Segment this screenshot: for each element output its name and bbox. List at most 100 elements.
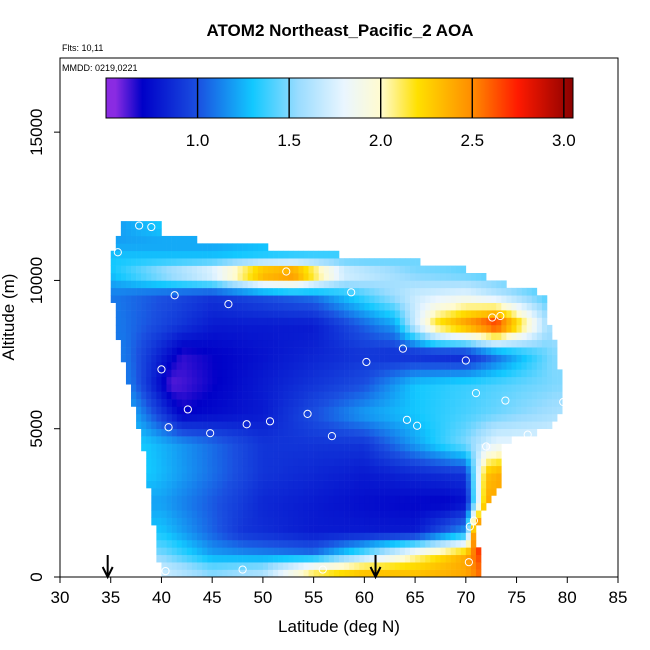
heatmap-cell xyxy=(465,532,472,541)
heatmap-cell xyxy=(450,465,456,474)
heatmap-cell xyxy=(339,361,345,370)
heatmap-cell xyxy=(257,525,264,533)
heatmap-cell xyxy=(171,347,177,355)
heatmap-cell xyxy=(354,324,360,333)
heatmap-cell xyxy=(399,273,406,281)
heatmap-cell xyxy=(344,532,350,541)
heatmap-cell xyxy=(313,399,320,407)
heatmap-cell xyxy=(425,554,431,563)
heatmap-cell xyxy=(455,569,462,578)
heatmap-cell xyxy=(181,235,188,244)
heatmap-cell xyxy=(283,465,289,474)
heatmap-cell xyxy=(166,376,172,385)
heatmap-cell xyxy=(359,488,365,496)
heatmap-cell xyxy=(166,317,172,326)
heatmap-cell xyxy=(212,347,218,355)
heatmap-cell xyxy=(531,376,538,385)
heatmap-cell xyxy=(125,354,132,363)
heatmap-cell xyxy=(430,376,436,385)
heatmap-cell xyxy=(318,347,325,355)
heatmap-cell xyxy=(354,532,360,541)
heatmap-cell xyxy=(369,502,375,511)
heatmap-cell xyxy=(399,465,406,474)
heatmap-cell xyxy=(161,273,167,281)
heatmap-cell xyxy=(181,458,188,467)
heatmap-cell xyxy=(202,369,208,378)
heatmap-cell xyxy=(278,569,284,578)
heatmap-cell xyxy=(516,295,522,303)
heatmap-cell xyxy=(273,525,279,533)
heatmap-cell xyxy=(136,243,142,252)
heatmap-cell xyxy=(374,399,380,407)
heatmap-cell xyxy=(344,421,350,430)
heatmap-cells xyxy=(110,221,563,578)
heatmap-cell xyxy=(288,391,294,400)
heatmap-cell xyxy=(323,354,330,363)
heatmap-cell xyxy=(273,450,279,459)
heatmap-cell xyxy=(207,532,213,541)
heatmap-cell xyxy=(420,369,426,378)
heatmap-cell xyxy=(278,517,284,526)
heatmap-cell xyxy=(131,339,137,348)
heatmap-cell xyxy=(369,458,375,467)
heatmap-cell xyxy=(552,339,558,348)
heatmap-cell xyxy=(369,562,375,570)
heatmap-cell xyxy=(501,376,507,385)
heatmap-cell xyxy=(475,384,482,392)
heatmap-cell xyxy=(526,310,533,318)
heatmap-cell xyxy=(470,295,477,303)
heatmap-cell xyxy=(303,517,309,526)
sample-point xyxy=(398,344,408,353)
heatmap-cell xyxy=(303,488,309,496)
heatmap-cell xyxy=(161,510,167,518)
heatmap-cell xyxy=(191,317,198,326)
heatmap-cell xyxy=(120,317,127,326)
heatmap-cell xyxy=(318,302,325,311)
heatmap-cell xyxy=(460,458,467,467)
heatmap-cell xyxy=(141,295,147,303)
heatmap-cell xyxy=(384,332,391,341)
heatmap-cell xyxy=(227,243,233,252)
heatmap-cell xyxy=(212,243,218,252)
heatmap-cell xyxy=(394,510,401,518)
heatmap-cell xyxy=(161,295,167,303)
heatmap-cell xyxy=(339,324,345,333)
heatmap-cell xyxy=(267,502,274,511)
heatmap-cell xyxy=(227,317,233,326)
heatmap-cell xyxy=(445,324,451,333)
heatmap-cell xyxy=(156,376,162,385)
heatmap-cell xyxy=(181,473,188,481)
heatmap-cell xyxy=(339,428,345,437)
heatmap-cell xyxy=(171,399,177,407)
heatmap-cell xyxy=(171,547,177,556)
heatmap-cell xyxy=(435,480,441,489)
heatmap-cell xyxy=(136,324,142,333)
heatmap-cell xyxy=(364,413,370,422)
heatmap-cell xyxy=(156,317,162,326)
heatmap-cell xyxy=(303,436,309,444)
heatmap-cell xyxy=(166,369,172,378)
heatmap-cell xyxy=(470,517,477,526)
heatmap-cell xyxy=(328,480,335,489)
heatmap-cell xyxy=(293,421,299,430)
heatmap-cell xyxy=(369,361,375,370)
heatmap-cell xyxy=(491,361,497,370)
heatmap-cell xyxy=(115,258,122,266)
heatmap-cell xyxy=(339,369,345,378)
heatmap-cell xyxy=(359,413,365,422)
heatmap-cell xyxy=(151,436,157,444)
heatmap-cell xyxy=(389,265,396,274)
heatmap-cell xyxy=(232,310,238,318)
heatmap-cell xyxy=(318,502,325,511)
heatmap-cell xyxy=(171,317,177,326)
heatmap-cell xyxy=(278,562,284,570)
heatmap-cell xyxy=(278,413,284,422)
heatmap-cell xyxy=(222,510,228,518)
heatmap-cell xyxy=(349,413,355,422)
heatmap-cell xyxy=(313,324,320,333)
heatmap-cell xyxy=(526,421,533,430)
heatmap-cell xyxy=(273,436,279,444)
heatmap-cell xyxy=(318,399,325,407)
heatmap-cell xyxy=(430,443,436,452)
heatmap-cell xyxy=(460,295,467,303)
